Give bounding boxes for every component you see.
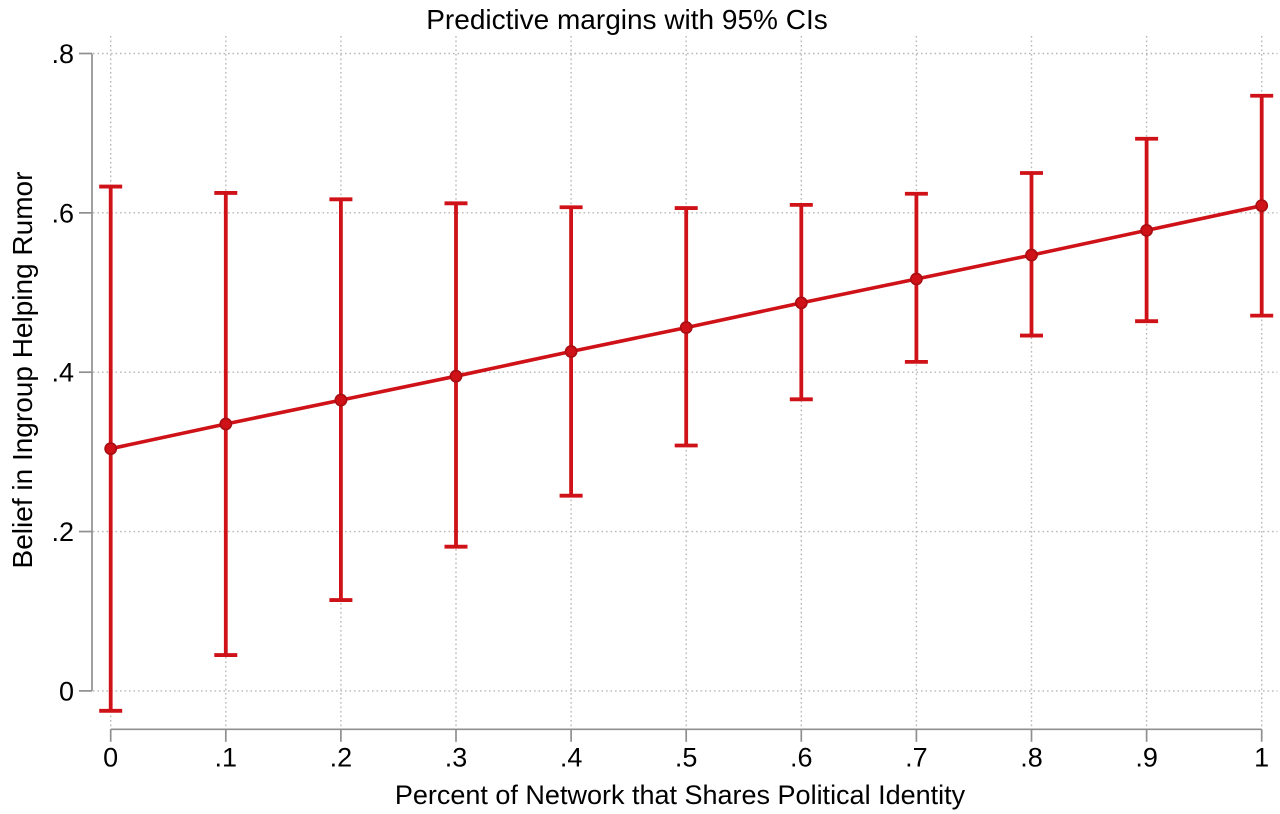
y-tick-label: .6 [51, 198, 74, 228]
data-point-marker [679, 321, 693, 334]
data-point-marker [334, 393, 348, 407]
y-tick-label: .2 [51, 517, 74, 547]
data-point-marker [219, 417, 233, 431]
x-tick-label: .6 [790, 743, 813, 773]
x-tick-label: 0 [103, 743, 118, 773]
x-tick-label: .3 [445, 743, 468, 773]
y-tick-label: .8 [51, 39, 74, 69]
data-point-marker [1140, 223, 1153, 237]
x-tick-label: .9 [1135, 743, 1158, 773]
data-point-marker [104, 442, 118, 456]
data-point-marker [1255, 199, 1269, 213]
y-axis-title: Belief in Ingroup Helping Rumor [7, 171, 38, 569]
chart-title: Predictive margins with 95% CIs [426, 4, 828, 35]
data-point-marker [449, 369, 463, 383]
x-tick-label: .4 [560, 743, 583, 773]
x-tick-label: .8 [1020, 743, 1043, 773]
data-point-marker [794, 296, 808, 310]
y-tick-label: .4 [51, 358, 74, 388]
x-tick-label: .1 [215, 743, 238, 773]
x-tick-label: .5 [675, 743, 698, 773]
x-tick-label: .7 [905, 743, 928, 773]
data-point-marker [1025, 248, 1038, 262]
x-tick-label: 1 [1254, 743, 1269, 773]
data-point-marker [564, 345, 578, 358]
x-tick-label: .2 [330, 743, 353, 773]
y-tick-label: 0 [59, 676, 74, 706]
data-point-marker [910, 272, 923, 286]
x-axis-title: Percent of Network that Shares Political… [394, 780, 966, 810]
